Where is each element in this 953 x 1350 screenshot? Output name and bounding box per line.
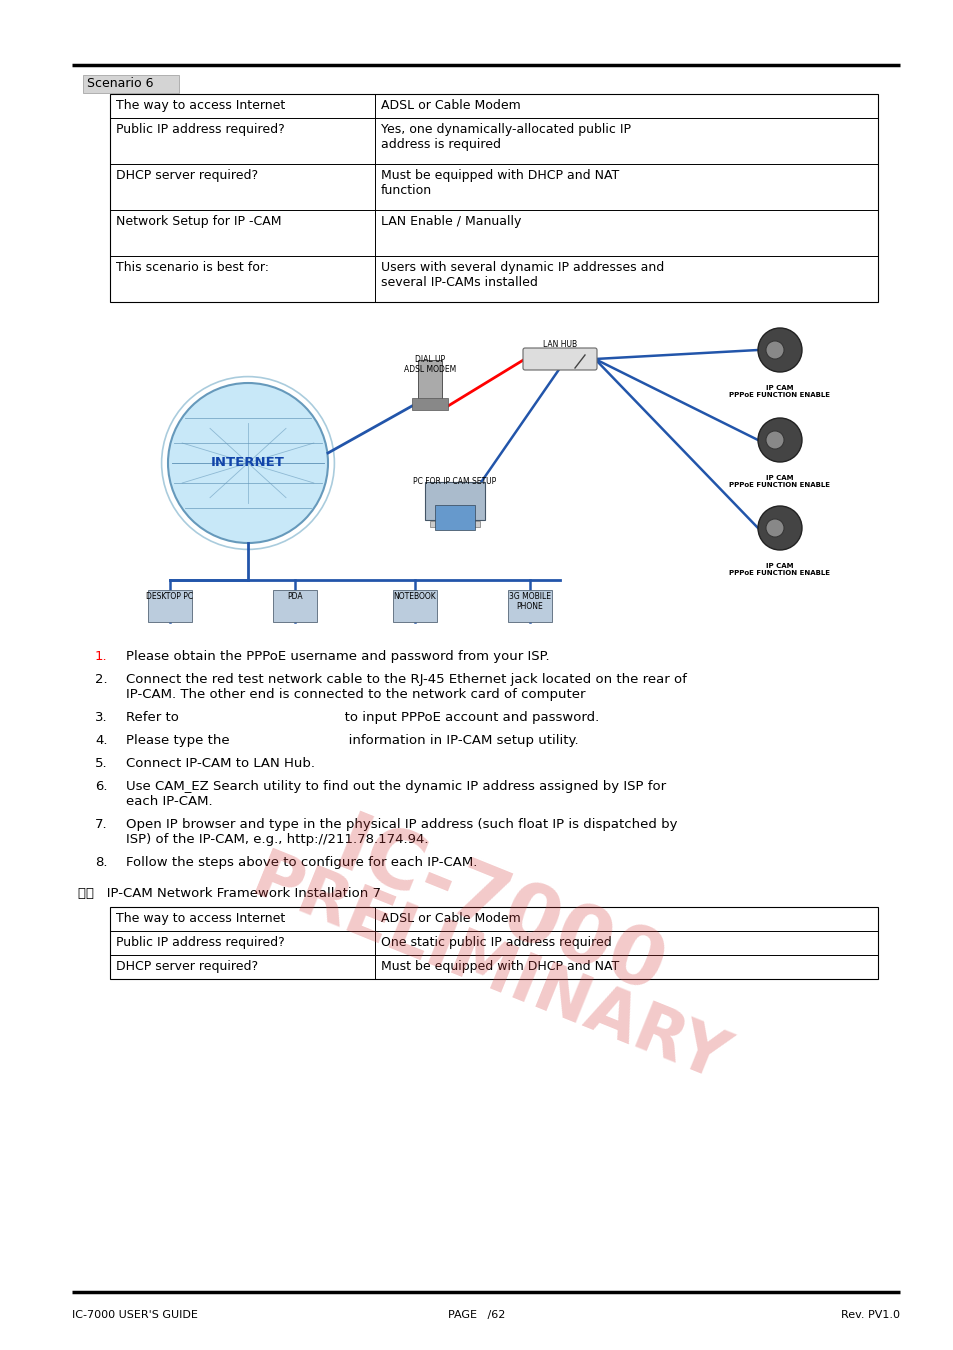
- Text: IP CAM
PPPoE FUNCTION ENABLE: IP CAM PPPoE FUNCTION ENABLE: [729, 563, 830, 576]
- Text: LAN Enable / Manually: LAN Enable / Manually: [380, 215, 521, 243]
- Bar: [120, 305, 857, 634]
- Text: IP CAM
PPPoE FUNCTION ENABLE: IP CAM PPPoE FUNCTION ENABLE: [729, 385, 830, 398]
- Text: DHCP server required?: DHCP server required?: [116, 960, 258, 973]
- Bar: [424, 482, 484, 520]
- Text: Please type the                            information in IP-CAM setup utility.: Please type the information in IP-CAM se…: [126, 734, 578, 747]
- Text: each IP-CAM.: each IP-CAM.: [126, 795, 213, 809]
- Text: Public IP address required?: Public IP address required?: [116, 936, 284, 949]
- Text: PAGE   /62: PAGE /62: [448, 1310, 505, 1320]
- Text: DESKTOP PC: DESKTOP PC: [146, 593, 193, 601]
- Text: IC-7000: IC-7000: [324, 809, 676, 1011]
- Bar: [412, 398, 448, 410]
- Text: 7.: 7.: [95, 818, 108, 832]
- Text: 3.: 3.: [95, 711, 108, 724]
- Text: 3G MOBILE
PHONE: 3G MOBILE PHONE: [509, 593, 551, 612]
- Circle shape: [765, 518, 783, 537]
- Text: Yes, one dynamically-allocated public IP
address is required: Yes, one dynamically-allocated public IP…: [380, 123, 630, 151]
- Text: DIAL UP
ADSL MODEM: DIAL UP ADSL MODEM: [403, 355, 456, 374]
- Text: Users with several dynamic IP addresses and
several IP-CAMs installed: Users with several dynamic IP addresses …: [380, 261, 663, 289]
- FancyBboxPatch shape: [83, 76, 179, 93]
- Text: ADSL or Cable Modem: ADSL or Cable Modem: [380, 99, 520, 112]
- Text: PRELIMINARY: PRELIMINARY: [242, 844, 737, 1096]
- Text: The way to access Internet: The way to access Internet: [116, 913, 285, 925]
- Bar: [393, 590, 436, 622]
- Text: This scenario is best for:: This scenario is best for:: [116, 261, 269, 274]
- Circle shape: [765, 342, 783, 359]
- Text: PC FOR IP CAM SETUP: PC FOR IP CAM SETUP: [413, 477, 497, 486]
- Bar: [148, 590, 192, 622]
- Text: ISP) of the IP-CAM, e.g., http://211.78.174.94.: ISP) of the IP-CAM, e.g., http://211.78.…: [126, 833, 428, 846]
- Text: Must be equipped with DHCP and NAT
function: Must be equipped with DHCP and NAT funct…: [380, 169, 618, 197]
- Bar: [110, 95, 877, 302]
- Circle shape: [758, 506, 801, 549]
- Circle shape: [765, 431, 783, 450]
- Text: Public IP address required?: Public IP address required?: [116, 123, 284, 136]
- Text: Must be equipped with DHCP and NAT: Must be equipped with DHCP and NAT: [380, 960, 618, 973]
- Bar: [430, 521, 479, 526]
- FancyBboxPatch shape: [522, 348, 597, 370]
- Text: LAN HUB: LAN HUB: [542, 340, 577, 350]
- Text: Refer to                                       to input PPPoE account and passwo: Refer to to input PPPoE account and pass…: [126, 711, 598, 724]
- Text: 2.: 2.: [95, 674, 108, 686]
- Text: Use CAM_EZ Search utility to find out the dynamic IP address assigned by ISP for: Use CAM_EZ Search utility to find out th…: [126, 780, 665, 792]
- Text: 6.: 6.: [95, 780, 108, 792]
- Text: IP CAM
PPPoE FUNCTION ENABLE: IP CAM PPPoE FUNCTION ENABLE: [729, 475, 830, 487]
- Text: Please obtain the PPPoE username and password from your ISP.: Please obtain the PPPoE username and pas…: [126, 649, 549, 663]
- Text: 8.: 8.: [95, 856, 108, 869]
- Circle shape: [758, 418, 801, 462]
- Text: IC-7000 USER'S GUIDE: IC-7000 USER'S GUIDE: [71, 1310, 197, 1320]
- Bar: [435, 505, 475, 531]
- Bar: [417, 360, 441, 400]
- Circle shape: [168, 383, 328, 543]
- Circle shape: [758, 328, 801, 373]
- Text: The way to access Internet: The way to access Internet: [116, 99, 285, 112]
- Text: Connect IP-CAM to LAN Hub.: Connect IP-CAM to LAN Hub.: [126, 757, 314, 769]
- Text: 1.: 1.: [95, 649, 108, 663]
- Text: DHCP server required?: DHCP server required?: [116, 169, 258, 182]
- Text: PDA: PDA: [287, 593, 302, 601]
- Bar: [273, 590, 316, 622]
- Text: Follow the steps above to configure for each IP-CAM.: Follow the steps above to configure for …: [126, 856, 476, 869]
- Text: NOTEBOOK: NOTEBOOK: [394, 593, 436, 601]
- Text: ADSL or Cable Modem: ADSL or Cable Modem: [380, 913, 520, 925]
- Text: IP-CAM. The other end is connected to the network card of computer: IP-CAM. The other end is connected to th…: [126, 688, 585, 701]
- Bar: [507, 590, 552, 622]
- Bar: [110, 907, 877, 979]
- Text: 二．   IP-CAM Network Framework Installation 7: 二． IP-CAM Network Framework Installation…: [78, 887, 380, 900]
- Text: Connect the red test network cable to the RJ-45 Ethernet jack located on the rea: Connect the red test network cable to th…: [126, 674, 686, 686]
- Text: Rev. PV1.0: Rev. PV1.0: [841, 1310, 899, 1320]
- Text: Network Setup for IP -CAM: Network Setup for IP -CAM: [116, 215, 281, 228]
- Text: 5.: 5.: [95, 757, 108, 769]
- Text: Open IP browser and type in the physical IP address (such float IP is dispatched: Open IP browser and type in the physical…: [126, 818, 677, 832]
- Text: Scenario 6: Scenario 6: [87, 77, 153, 90]
- Text: 4.: 4.: [95, 734, 108, 747]
- Text: INTERNET: INTERNET: [211, 456, 285, 470]
- Text: One static public IP address required: One static public IP address required: [380, 936, 611, 949]
